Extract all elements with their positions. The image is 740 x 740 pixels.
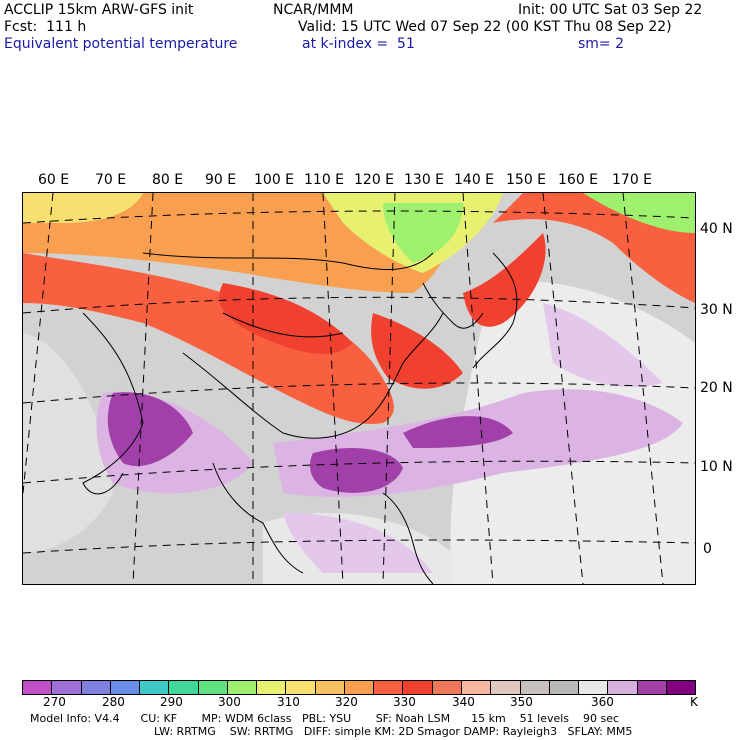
theta-e-field — [23, 193, 695, 584]
colorbar-swatch — [608, 681, 638, 694]
lon-label: 70 E — [95, 172, 127, 188]
lat-label: 40 N — [700, 221, 733, 237]
model-title: ACCLIP 15km ARW-GFS init — [4, 2, 194, 18]
lat-label: 30 N — [700, 302, 733, 318]
lon-label: 120 E — [354, 172, 395, 188]
lon-label: 100 E — [254, 172, 295, 188]
colorbar-tick-label: 300 — [218, 695, 241, 709]
smoothing-value: sm= 2 — [578, 36, 625, 52]
colorbar-tick-label: 330 — [393, 695, 416, 709]
colorbar-swatch — [286, 681, 316, 694]
lon-label: 130 E — [404, 172, 445, 188]
init-time: Init: 00 UTC Sat 03 Sep 22 — [518, 2, 703, 18]
colorbar-tick-label: 290 — [160, 695, 183, 709]
colorbar-swatch — [461, 681, 492, 694]
colorbar-swatch — [140, 681, 170, 694]
lon-label: 140 E — [454, 172, 495, 188]
lat-label: 10 N — [700, 459, 733, 475]
field-name: Equivalent potential temperature — [4, 36, 238, 52]
colorbar-swatch — [403, 681, 433, 694]
colorbar-swatch — [227, 681, 258, 694]
valid-time: Valid: 15 UTC Wed 07 Sep 22 (00 KST Thu … — [298, 19, 672, 35]
colorbar-tick-label: 270 — [43, 695, 66, 709]
lon-label: 60 E — [38, 172, 70, 188]
colorbar-swatch — [491, 681, 521, 694]
colorbar-tick-label: 320 — [335, 695, 358, 709]
colorbar-swatch — [110, 681, 141, 694]
colorbar-swatch — [198, 681, 228, 694]
colorbar-tick-label: 280 — [102, 695, 125, 709]
colorbar-swatch — [432, 681, 462, 694]
colorbar-swatch — [52, 681, 82, 694]
lat-label: 20 N — [700, 380, 733, 396]
level-index: at k-index = 51 — [302, 36, 415, 52]
lon-label: 170 E — [612, 172, 653, 188]
lat-label: 0 — [703, 541, 712, 557]
organization-label: NCAR/MMM — [273, 2, 354, 18]
colorbar-swatch — [81, 681, 111, 694]
lon-label: 80 E — [152, 172, 184, 188]
colorbar-swatch — [315, 681, 345, 694]
colorbar-tick-label: 360 — [591, 695, 614, 709]
lon-label: 110 E — [304, 172, 345, 188]
lon-label: 160 E — [558, 172, 599, 188]
colorbar-swatch — [520, 681, 550, 694]
colorbar-swatch — [637, 681, 667, 694]
colorbar-tick-label: 310 — [277, 695, 300, 709]
lon-label: 90 E — [205, 172, 237, 188]
colorbar-swatch — [579, 681, 609, 694]
colorbar-tick-label: 340 — [452, 695, 475, 709]
forecast-hour: Fcst: 111 h — [4, 19, 87, 35]
colorbar — [22, 680, 696, 695]
physics-info-line: LW: RRTMG SW: RRTMG DIFF: simple KM: 2D … — [154, 725, 633, 738]
colorbar-unit: K — [690, 695, 698, 709]
colorbar-swatch — [374, 681, 404, 694]
colorbar-swatch — [549, 681, 580, 694]
colorbar-swatch — [344, 681, 375, 694]
colorbar-swatch — [169, 681, 199, 694]
colorbar-swatch — [257, 681, 287, 694]
lon-label: 150 E — [506, 172, 547, 188]
forecast-map — [22, 192, 696, 585]
model-info-line: Model Info: V4.4 CU: KF MP: WDM 6class P… — [30, 712, 620, 725]
colorbar-tick-label: 350 — [510, 695, 533, 709]
colorbar-swatch — [666, 681, 696, 694]
colorbar-swatch — [23, 681, 53, 694]
